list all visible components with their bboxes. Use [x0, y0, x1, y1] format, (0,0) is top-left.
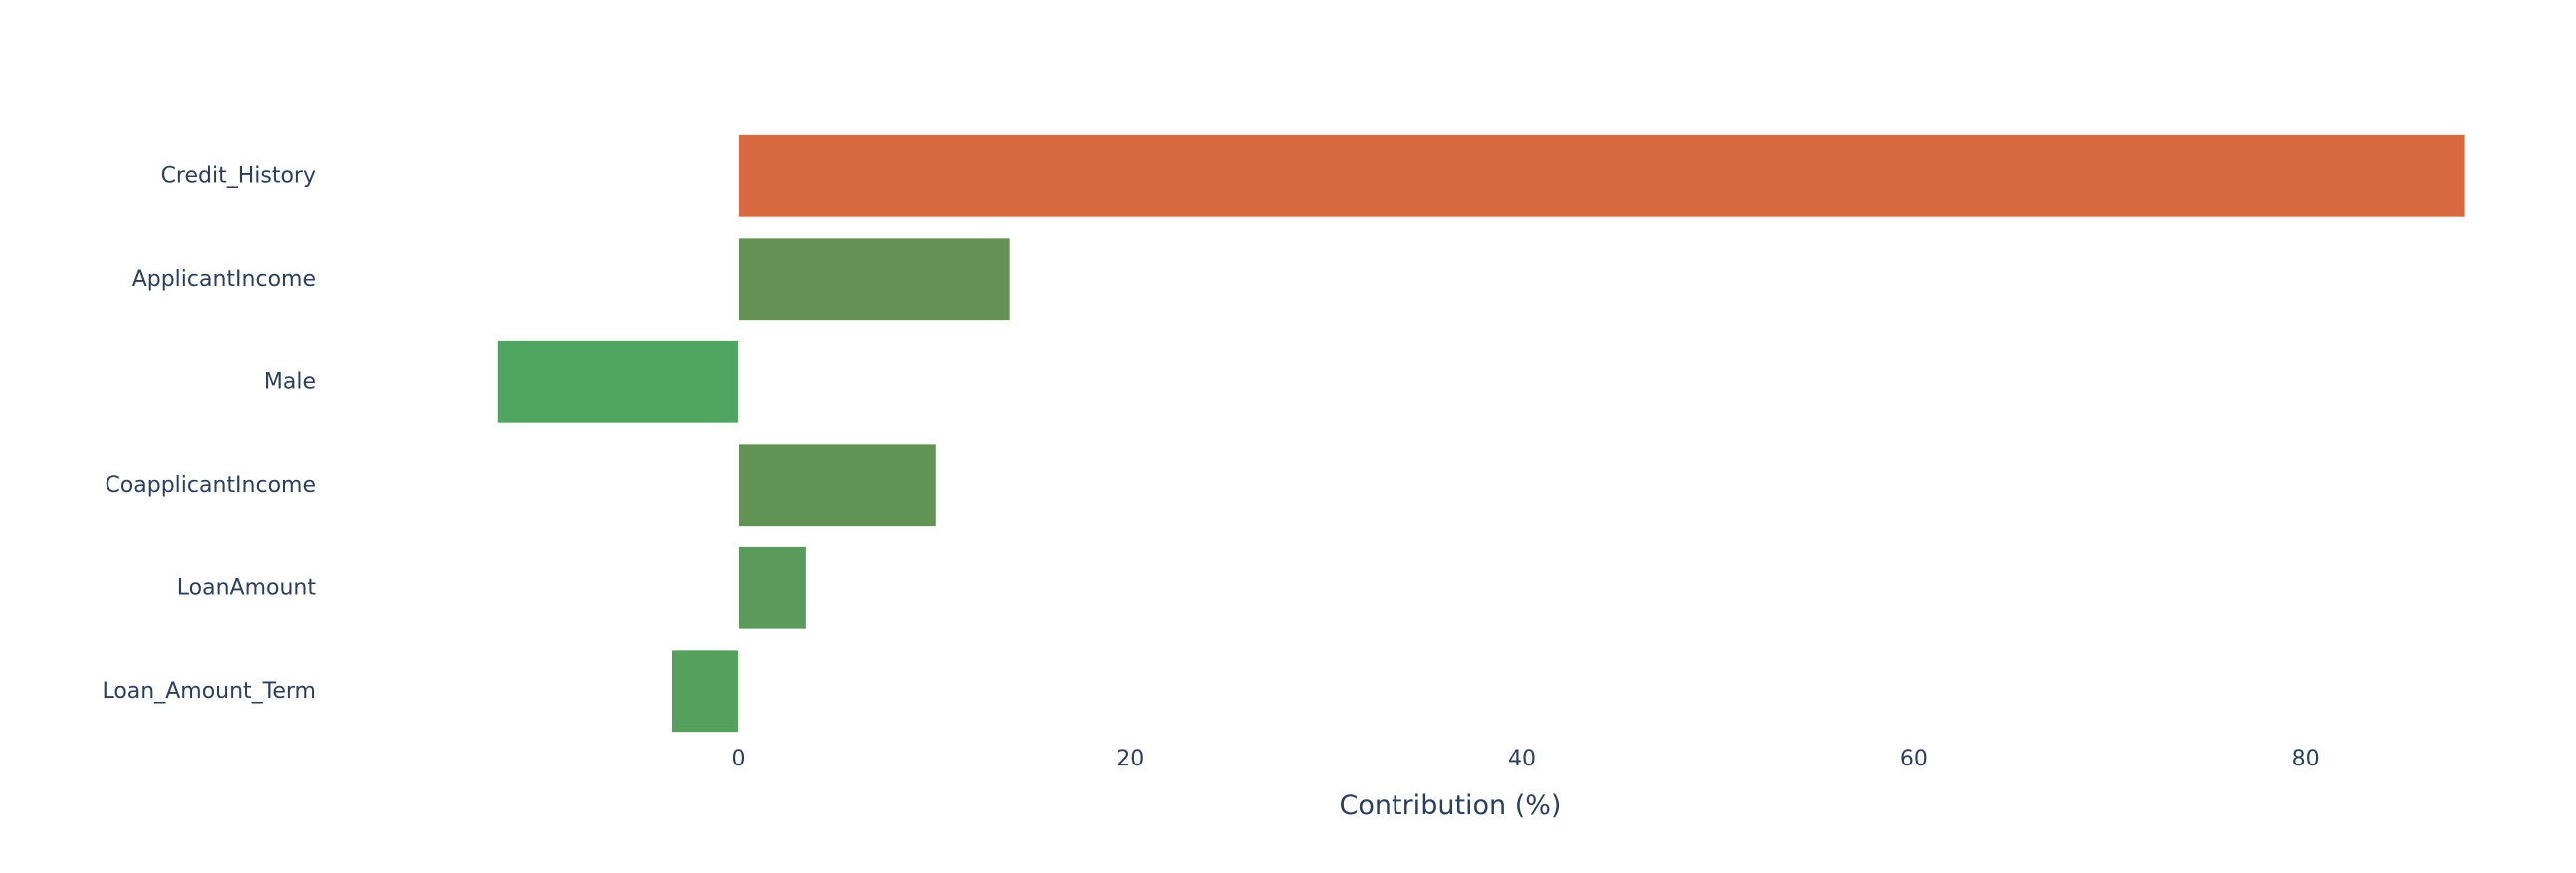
bar-coapplicantincome	[737, 443, 937, 528]
bar-loan-amount-term	[671, 649, 739, 734]
y-tick-label: Credit_History	[161, 163, 316, 188]
y-tick-label: CoapplicantIncome	[105, 473, 316, 498]
x-axis-title: Contribution (%)	[1340, 790, 1562, 821]
bar-male	[496, 339, 739, 424]
x-tick-label: 40	[1508, 747, 1536, 771]
x-tick-label: 80	[2292, 747, 2320, 771]
x-tick-label: 20	[1116, 747, 1144, 771]
x-tick-labels: 0 20 40 60 80	[731, 747, 2319, 771]
bar-applicantincome	[737, 237, 1011, 322]
y-tick-label: ApplicantIncome	[132, 267, 316, 292]
y-tick-label: Loan_Amount_Term	[102, 679, 316, 704]
y-tick-labels: Credit_History ApplicantIncome Male Coappli…	[102, 163, 316, 704]
bars-layer	[496, 133, 2466, 734]
y-tick-label: Male	[264, 369, 316, 394]
bar-credit-history	[737, 133, 2466, 218]
x-tick-label: 0	[731, 747, 745, 771]
bar-loanamount	[737, 546, 807, 630]
x-tick-label: 60	[1900, 747, 1928, 771]
y-tick-label: LoanAmount	[177, 575, 317, 600]
